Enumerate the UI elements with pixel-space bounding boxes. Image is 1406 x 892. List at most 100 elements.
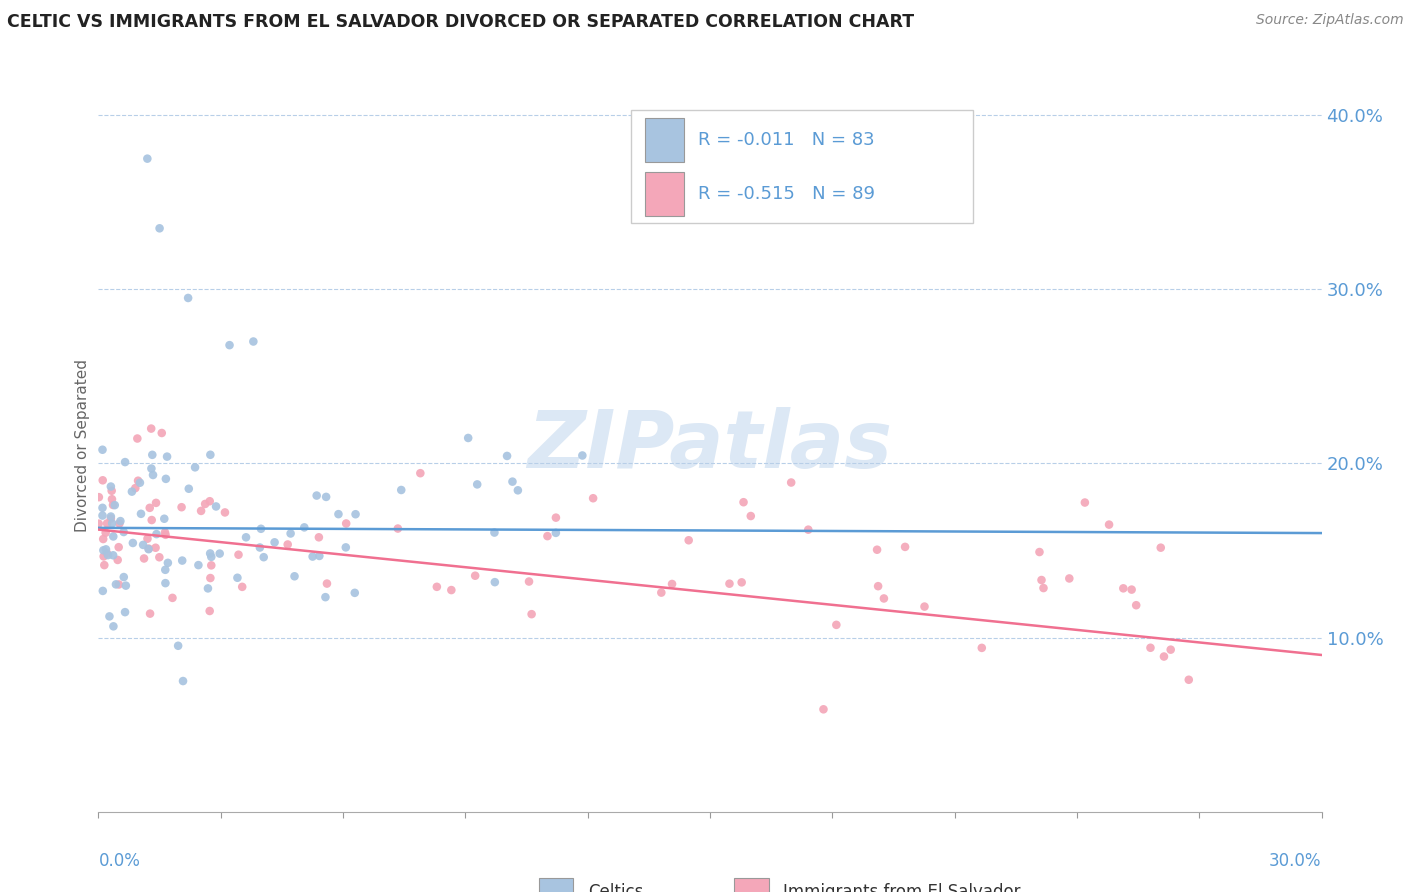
Point	[145, 527, 167, 541]
Point	[718, 576, 741, 591]
Point	[104, 498, 127, 512]
Point	[1028, 545, 1050, 559]
Point	[156, 556, 179, 570]
Point	[148, 550, 170, 565]
Point	[501, 475, 523, 489]
Point	[970, 640, 993, 655]
Point	[457, 431, 479, 445]
Point	[205, 500, 228, 514]
Point	[328, 507, 350, 521]
Point	[141, 448, 163, 462]
Point	[335, 541, 357, 555]
Point	[100, 479, 122, 493]
Point	[465, 477, 488, 491]
Point	[93, 558, 115, 573]
Point	[87, 516, 110, 531]
Point	[96, 516, 118, 531]
Point	[132, 538, 155, 552]
Point	[198, 494, 221, 508]
Point	[873, 591, 896, 606]
Point	[112, 570, 135, 584]
Point	[177, 291, 200, 305]
Point	[200, 448, 222, 462]
Point	[91, 532, 114, 546]
Point	[316, 576, 339, 591]
Point	[108, 577, 131, 591]
FancyBboxPatch shape	[538, 878, 574, 892]
Point	[91, 508, 114, 523]
Point	[132, 551, 155, 566]
Point	[127, 474, 149, 488]
Point	[167, 639, 190, 653]
Point	[138, 500, 160, 515]
Point	[107, 553, 129, 567]
Point	[112, 524, 135, 539]
Point	[249, 541, 271, 555]
Point	[731, 575, 754, 590]
Point	[496, 449, 519, 463]
Point	[104, 577, 127, 591]
Point	[129, 507, 152, 521]
Point	[155, 576, 177, 591]
Point	[1121, 582, 1143, 597]
Point	[208, 547, 231, 561]
Point	[813, 702, 835, 716]
Point	[156, 450, 179, 464]
Point	[100, 511, 122, 525]
Point	[103, 529, 125, 543]
Point	[103, 619, 125, 633]
Point	[153, 525, 176, 540]
Point	[250, 522, 273, 536]
Point	[141, 461, 163, 475]
Point	[142, 467, 165, 482]
Point	[914, 599, 936, 614]
Point	[100, 483, 122, 498]
Point	[314, 590, 336, 604]
Text: R = -0.011   N = 83: R = -0.011 N = 83	[697, 131, 875, 149]
Point	[571, 449, 593, 463]
Point	[308, 530, 330, 544]
Text: 0.0%: 0.0%	[98, 852, 141, 870]
Point	[544, 510, 567, 524]
Point	[1098, 517, 1121, 532]
Point	[1059, 571, 1081, 585]
Point	[231, 580, 253, 594]
Point	[650, 585, 672, 599]
Point	[200, 558, 222, 573]
Point	[520, 607, 543, 622]
Point	[124, 481, 146, 495]
Point	[184, 460, 207, 475]
Point	[101, 549, 124, 563]
Point	[283, 569, 305, 583]
Point	[155, 528, 177, 542]
Point	[1074, 495, 1097, 509]
Point	[235, 530, 257, 544]
Point	[187, 558, 209, 573]
Point	[110, 514, 132, 528]
Point	[145, 496, 167, 510]
Point	[162, 591, 184, 605]
Point	[177, 482, 200, 496]
Point	[127, 432, 149, 446]
Point	[198, 546, 221, 560]
Point	[344, 507, 367, 521]
Point	[305, 489, 328, 503]
Point	[1160, 642, 1182, 657]
Point	[315, 490, 337, 504]
Point	[387, 522, 409, 536]
Point	[280, 526, 302, 541]
Point	[1125, 598, 1147, 612]
Point	[96, 546, 118, 560]
Point	[661, 577, 683, 591]
Point	[100, 509, 122, 524]
Point	[91, 442, 114, 457]
Point	[197, 582, 219, 596]
Point	[97, 548, 120, 562]
Point	[218, 338, 240, 352]
Point	[733, 495, 755, 509]
Point	[214, 505, 236, 519]
Point	[194, 497, 217, 511]
Point	[242, 334, 264, 349]
Point	[145, 541, 167, 555]
Point	[1112, 582, 1135, 596]
